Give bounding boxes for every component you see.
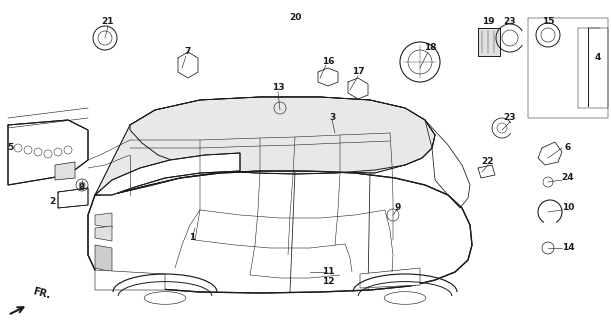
Polygon shape xyxy=(360,268,420,288)
Text: 1: 1 xyxy=(189,234,195,243)
Polygon shape xyxy=(95,153,240,195)
Polygon shape xyxy=(130,97,435,174)
Text: 3: 3 xyxy=(329,114,335,123)
Polygon shape xyxy=(95,213,112,228)
Polygon shape xyxy=(55,162,75,180)
Text: 7: 7 xyxy=(185,47,191,57)
Text: 12: 12 xyxy=(322,277,334,286)
Text: 20: 20 xyxy=(289,13,301,22)
Polygon shape xyxy=(95,270,165,290)
Text: 18: 18 xyxy=(424,44,436,52)
Text: 10: 10 xyxy=(562,204,574,212)
Text: 23: 23 xyxy=(503,114,516,123)
Text: 15: 15 xyxy=(542,18,554,27)
FancyBboxPatch shape xyxy=(478,28,500,56)
Text: 5: 5 xyxy=(7,143,13,153)
Text: 11: 11 xyxy=(322,268,334,276)
Text: 9: 9 xyxy=(395,204,401,212)
Text: 13: 13 xyxy=(272,84,284,92)
Polygon shape xyxy=(88,171,472,293)
Text: 22: 22 xyxy=(481,157,494,166)
Text: FR.: FR. xyxy=(32,287,52,301)
Text: 19: 19 xyxy=(481,18,494,27)
Polygon shape xyxy=(58,188,88,208)
Text: 21: 21 xyxy=(102,18,114,27)
Polygon shape xyxy=(8,120,88,185)
Text: 8: 8 xyxy=(79,183,85,193)
Text: 14: 14 xyxy=(562,244,574,252)
Text: 17: 17 xyxy=(352,68,364,76)
Polygon shape xyxy=(95,97,435,195)
Text: 4: 4 xyxy=(595,53,601,62)
Text: 24: 24 xyxy=(562,173,574,182)
Polygon shape xyxy=(95,245,112,272)
Text: 23: 23 xyxy=(503,18,516,27)
Polygon shape xyxy=(95,226,112,241)
Text: 2: 2 xyxy=(49,197,55,206)
Text: 6: 6 xyxy=(565,143,571,153)
Text: 16: 16 xyxy=(322,58,334,67)
